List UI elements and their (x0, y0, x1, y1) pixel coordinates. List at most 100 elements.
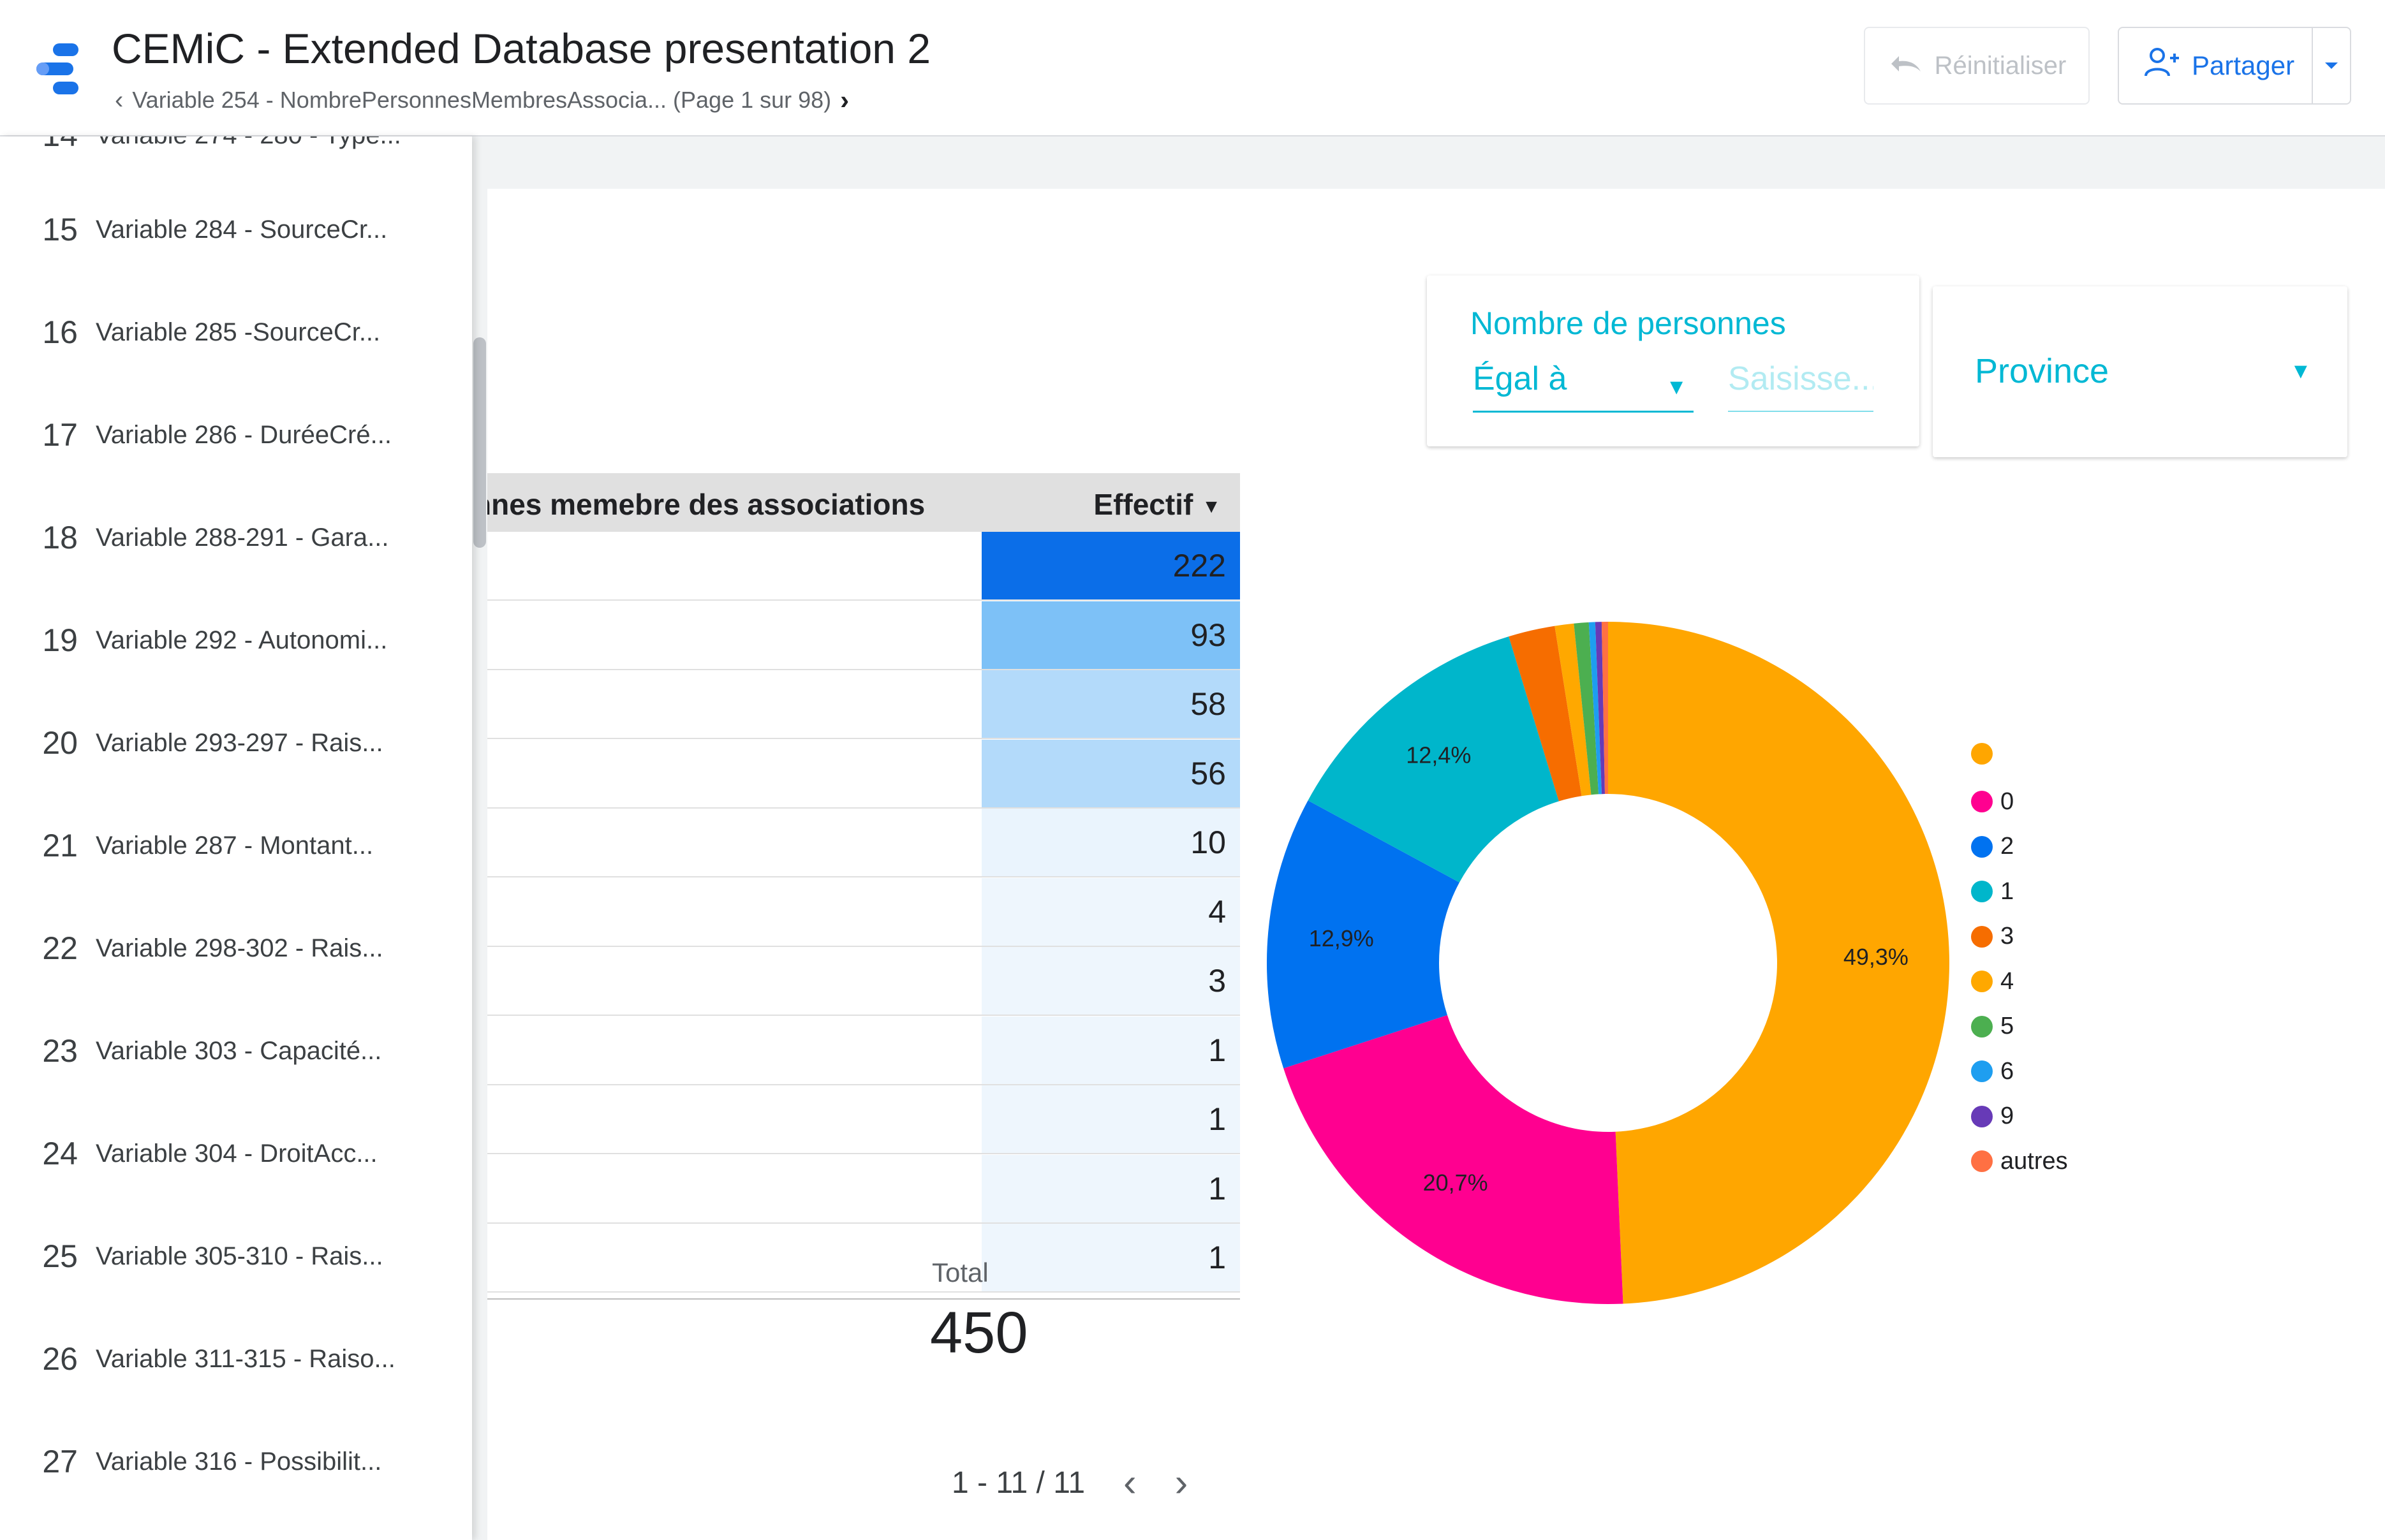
top-header: CEMiC - Extended Database presentation 2… (0, 0, 2385, 136)
legend-label: 5 (2000, 1013, 2014, 1039)
effectif-value: 56 (1190, 755, 1226, 791)
table-row[interactable]: 1 (487, 1016, 1240, 1085)
total-label: Total (932, 1258, 989, 1287)
sidebar-item-page-15[interactable]: 15 Variable 284 - SourceCr... (0, 191, 472, 268)
filter-value-input[interactable]: Saisisse... (1728, 360, 1873, 412)
table-row[interactable]: 93 (487, 601, 1240, 670)
sidebar-item-page-24[interactable]: 24 Variable 304 - DroitAcc... (0, 1115, 472, 1192)
donut-slice-5[interactable] (1574, 622, 1599, 795)
effectif-cell: 222 (982, 532, 1240, 599)
table-row[interactable]: 3 (487, 947, 1240, 1016)
legend-label: 1 (2000, 877, 2014, 905)
table-row[interactable]: 58 (487, 670, 1240, 739)
legend-item[interactable]: 3 (1971, 923, 2014, 950)
effectif-value: 10 (1190, 825, 1226, 860)
total-divider (487, 1298, 1240, 1300)
legend-item[interactable]: 5 (1971, 1013, 2014, 1040)
donut-chart: 49,3% 20,7% 12,9% 12,4% (1267, 622, 1949, 1304)
effectif-value: 1 (1208, 1032, 1226, 1068)
sidebar-item-partial[interactable]: 14 Variable 274 - 280 - Type... (0, 136, 472, 173)
legend-item[interactable] (1971, 743, 2000, 765)
chevron-down-icon: ▼ (1665, 375, 1687, 399)
sidebar-scroll-thumb[interactable] (473, 337, 486, 548)
share-button[interactable]: Partager (2118, 27, 2351, 105)
donut-slice-0[interactable] (1283, 1015, 1623, 1304)
legend-label: 2 (2000, 833, 2014, 860)
effectif-cell: 93 (982, 601, 1240, 669)
effectif-value: 58 (1190, 686, 1226, 722)
sidebar-item-page-19[interactable]: 19 Variable 292 - Autonomi... (0, 602, 472, 678)
legend-item[interactable]: 0 (1971, 788, 2014, 816)
legend-item[interactable]: 2 (1971, 833, 2014, 860)
donut-slice-blank[interactable] (1608, 622, 1949, 1304)
dimension-header[interactable]: nnes memebre des associations (473, 488, 926, 521)
next-page-icon[interactable]: › (1174, 1461, 1188, 1505)
donut-slice-6[interactable] (1588, 622, 1602, 795)
table-row[interactable]: 56 (487, 739, 1240, 809)
legend-color-icon (1971, 925, 1993, 948)
table-row[interactable]: 4 (487, 877, 1240, 947)
legend-item[interactable]: 9 (1971, 1103, 2014, 1130)
sort-desc-icon: ▼ (1202, 495, 1221, 517)
sidebar-item-page-20[interactable]: 20 Variable 293-297 - Rais... (0, 705, 472, 781)
donut-slice-2[interactable] (1267, 800, 1459, 1069)
donut-slice-9[interactable] (1595, 622, 1606, 795)
prev-page-icon[interactable]: ‹ (1123, 1461, 1137, 1505)
sidebar-item-page-23[interactable]: 23 Variable 303 - Capacité... (0, 1013, 472, 1089)
data-studio-logo-icon (35, 40, 92, 97)
donut-slice-3[interactable] (1509, 626, 1582, 802)
legend-color-icon (1971, 1105, 1993, 1127)
share-dropdown-icon[interactable] (2312, 28, 2350, 103)
report-title: CEMiC - Extended Database presentation 2 (112, 25, 931, 72)
legend-item[interactable]: autres (1971, 1148, 2068, 1175)
sidebar-item-page-21[interactable]: 21 Variable 287 - Montant... (0, 807, 472, 884)
sidebar-item-number: 23 (42, 1033, 78, 1069)
table-row[interactable]: 222 (487, 532, 1240, 601)
sidebar-item-page-22[interactable]: 22 Variable 298-302 - Rais... (0, 910, 472, 986)
reset-button[interactable]: Réinitialiser (1864, 27, 2090, 105)
legend-color-icon (1971, 791, 1993, 812)
sidebar-item-number: 15 (42, 212, 78, 247)
breadcrumb-text: Variable 254 - NombrePersonnesMembresAss… (132, 87, 832, 113)
table-row[interactable]: 1 (487, 1154, 1240, 1224)
sidebar-scrollbar[interactable] (472, 136, 487, 1540)
legend-label: 3 (2000, 923, 2014, 950)
sidebar-item-label: Variable 287 - Montant... (96, 831, 374, 860)
sidebar-item-page-27[interactable]: 27 Variable 316 - Possibilit... (0, 1423, 472, 1500)
sidebar-item-page-26[interactable]: 26 Variable 311-315 - Raiso... (0, 1321, 472, 1397)
sidebar-item-page-16[interactable]: 16 Variable 285 -SourceCr... (0, 294, 472, 370)
operator-select[interactable]: Égal à ▼ (1473, 360, 1694, 413)
donut-slice-4[interactable] (1554, 623, 1591, 796)
legend-item[interactable]: 4 (1971, 968, 2014, 995)
sidebar-item-page-18[interactable]: 18 Variable 288-291 - Gara... (0, 499, 472, 576)
legend-item[interactable]: 1 (1971, 878, 2014, 906)
effectif-value: 3 (1208, 963, 1226, 999)
province-filter[interactable]: Province ▼ (1933, 286, 2347, 457)
sidebar-item-number: 16 (42, 314, 78, 350)
sidebar-item-page-17[interactable]: 17 Variable 286 - DuréeCré... (0, 397, 472, 473)
sidebar-item-page-25[interactable]: 25 Variable 305-310 - Rais... (0, 1218, 472, 1294)
slice-data-label: 20,7% (1423, 1170, 1488, 1196)
table-row[interactable]: 1 (487, 1224, 1240, 1293)
effectif-cell: 1 (982, 1154, 1240, 1222)
legend-label: 9 (2000, 1103, 2014, 1129)
nombre-personnes-filter[interactable]: Nombre de personnes Égal à ▼ Saisisse... (1427, 275, 1919, 446)
previous-page-icon[interactable]: ‹ (115, 85, 124, 114)
sidebar-item-label: Variable 311-315 - Raiso... (96, 1344, 395, 1373)
sidebar-item-number: 25 (42, 1238, 78, 1274)
slice-data-label: 12,9% (1309, 925, 1374, 951)
next-page-icon[interactable]: › (840, 85, 850, 115)
donut-slice-1[interactable] (1308, 636, 1559, 883)
effectif-cell: 4 (982, 877, 1240, 946)
legend-item[interactable]: 6 (1971, 1058, 2014, 1085)
donut-slice-autres[interactable] (1601, 622, 1608, 795)
effectif-header[interactable]: Effectif ▼ (1093, 488, 1221, 521)
sidebar-item-label: Variable 305-310 - Rais... (96, 1242, 383, 1270)
total-value: 450 (930, 1300, 1028, 1365)
legend-label: 0 (2000, 788, 2014, 815)
table-row[interactable]: 1 (487, 1085, 1240, 1154)
effectif-value: 93 (1190, 617, 1226, 653)
chevron-down-icon: ▼ (2290, 359, 2312, 383)
table-row[interactable]: 10 (487, 809, 1240, 877)
legend-label: autres (2000, 1147, 2068, 1175)
